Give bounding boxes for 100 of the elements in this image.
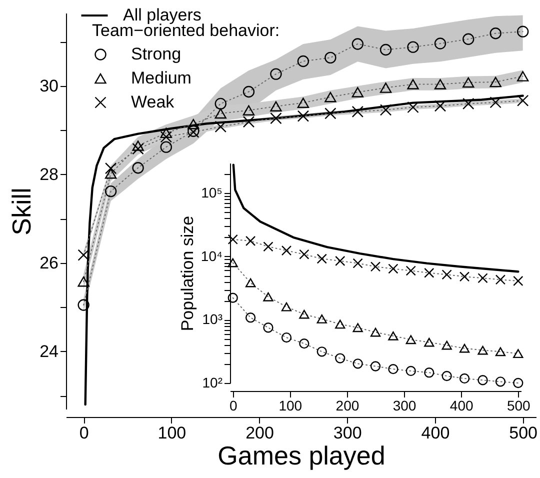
point	[78, 299, 90, 311]
x-tick-label: 500	[509, 424, 538, 442]
point	[459, 344, 470, 353]
point	[352, 323, 363, 332]
legend-label: All players	[123, 6, 202, 24]
x-tick-label: 0	[79, 424, 89, 442]
y-tick-label: 24	[40, 342, 58, 361]
x-tick-label: 300	[392, 398, 416, 414]
point	[388, 364, 398, 374]
y-axis-title: Skill	[6, 188, 37, 236]
x-tick-label: 100	[158, 424, 186, 442]
point	[188, 118, 200, 130]
point	[324, 108, 336, 120]
point	[299, 249, 310, 260]
legend-label: Strong	[131, 44, 182, 64]
x-tick-label: 300	[333, 424, 362, 442]
point	[478, 375, 488, 386]
x-tick-label: 0	[229, 398, 238, 414]
point	[228, 292, 238, 303]
point	[160, 141, 172, 153]
point	[245, 236, 256, 246]
x-tick-label: 500	[506, 398, 531, 414]
point	[228, 234, 238, 244]
point	[513, 276, 524, 286]
point	[245, 312, 256, 323]
x-tick-label: 400	[450, 398, 474, 414]
point	[242, 86, 255, 98]
point	[132, 140, 144, 151]
point	[516, 94, 529, 106]
point	[462, 77, 474, 88]
point	[297, 98, 310, 108]
point	[214, 98, 226, 110]
point	[424, 268, 434, 278]
point	[407, 101, 419, 114]
point	[316, 254, 327, 264]
point	[434, 38, 446, 50]
point	[352, 358, 363, 369]
point	[316, 314, 327, 324]
y-tick-label: 10⁵	[201, 184, 222, 201]
point	[281, 302, 292, 312]
point	[495, 376, 506, 387]
point	[490, 96, 502, 108]
point	[299, 338, 310, 349]
point	[335, 353, 346, 364]
point	[324, 52, 336, 64]
x-tick-label: 400	[421, 424, 450, 442]
point	[270, 101, 282, 112]
point	[434, 79, 446, 90]
legend-label: Weak	[131, 92, 175, 112]
point	[495, 347, 506, 356]
point	[490, 76, 502, 88]
legend-label: Medium	[131, 68, 192, 88]
point	[316, 346, 327, 357]
point	[214, 108, 226, 119]
point	[406, 266, 416, 276]
point	[214, 120, 226, 133]
point	[104, 185, 117, 198]
point	[380, 44, 392, 56]
point	[442, 340, 452, 350]
point	[434, 100, 446, 112]
point	[263, 322, 274, 333]
point	[388, 264, 398, 274]
point	[104, 162, 117, 174]
point	[380, 104, 392, 116]
point	[335, 256, 346, 266]
point	[160, 131, 172, 143]
point	[335, 320, 346, 329]
point	[478, 273, 488, 284]
x-axis-title: Games played	[218, 440, 386, 470]
point	[324, 92, 336, 102]
point	[299, 310, 310, 319]
y-tick-label: 10²	[202, 374, 223, 390]
point	[462, 98, 474, 110]
point	[516, 26, 529, 38]
point	[263, 292, 274, 302]
x-tick-label: 200	[336, 398, 360, 414]
point	[406, 366, 416, 376]
y-tick-label: 10³	[202, 311, 223, 328]
point	[160, 128, 172, 138]
y-tick-label: 10⁴	[200, 248, 222, 264]
y-tick-label: 28	[40, 164, 58, 184]
point	[132, 162, 144, 174]
point	[513, 349, 524, 358]
point	[478, 346, 488, 355]
point	[370, 262, 381, 272]
point	[442, 370, 452, 382]
point	[78, 249, 90, 261]
point	[424, 338, 434, 347]
point	[513, 378, 524, 388]
x-tick-label: 100	[278, 398, 302, 414]
point	[263, 242, 274, 252]
point	[516, 71, 529, 82]
y-axis-title: Population size	[178, 216, 197, 332]
point	[490, 28, 502, 40]
point	[104, 168, 117, 179]
point	[459, 272, 470, 282]
point	[442, 270, 452, 280]
point	[352, 87, 364, 98]
x-tick-label: 200	[246, 424, 274, 442]
point	[242, 116, 255, 128]
